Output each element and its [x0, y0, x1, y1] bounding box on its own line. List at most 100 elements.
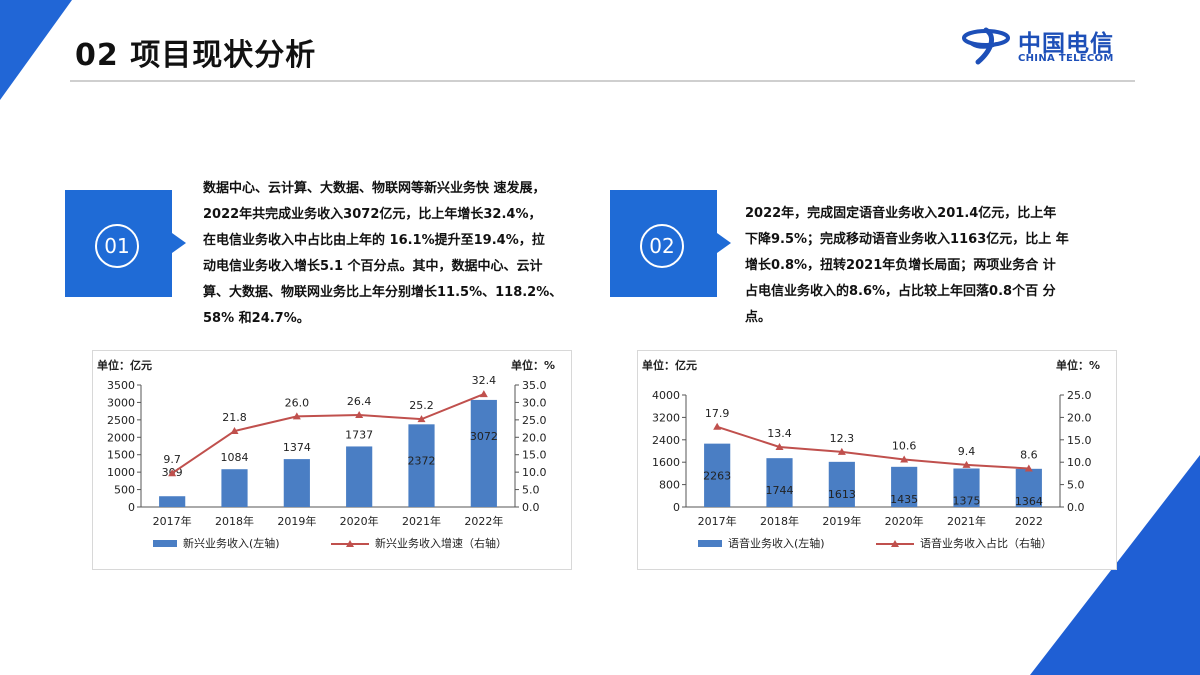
- left-tick-label: 3500: [107, 379, 135, 392]
- callout-arrow-icon: [717, 233, 731, 253]
- bar-data-label: 1613: [828, 488, 856, 501]
- right-tick-label: 35.0: [522, 379, 547, 392]
- bar-data-label: 1374: [283, 441, 311, 454]
- left-tick-label: 2400: [652, 434, 680, 447]
- right-tick-label: 10.0: [522, 466, 547, 479]
- text-line: 动电信业务收入增长5.1 个百分点。其中，数据中心、云计: [203, 259, 543, 274]
- text-line: 2022年，完成固定语音业务收入201.4亿元，比上年: [745, 206, 1057, 221]
- line-point: [479, 390, 488, 398]
- left-tick-label: 0: [128, 501, 135, 514]
- bar-data-label: 1084: [221, 451, 249, 464]
- left-tick-label: 2000: [107, 431, 135, 444]
- logo-chinese-text: 中国电信: [1018, 30, 1114, 57]
- x-tick-label: 2018年: [215, 514, 254, 528]
- right-tick-label: 25.0: [1067, 389, 1092, 402]
- line-point: [168, 469, 177, 477]
- line-data-label: 9.4: [958, 445, 976, 458]
- bar: [828, 461, 855, 507]
- section-number-01: 01: [95, 224, 139, 268]
- line-data-label: 21.8: [222, 411, 247, 424]
- line-data-label: 9.7: [163, 453, 181, 466]
- legend-line-label: 语音业务收入占比（右轴）: [920, 536, 1052, 550]
- left-tick-label: 800: [659, 479, 680, 492]
- left-axis-unit: 单位：亿元: [97, 358, 152, 372]
- series-line: [171, 393, 485, 475]
- text-line: 2022年共完成业务收入3072亿元，比上年增长32.4%，: [203, 207, 542, 222]
- legend-bar-label: 语音业务收入(左轴): [728, 536, 825, 550]
- left-tick-label: 3200: [652, 411, 680, 424]
- right-axis-unit: 单位：%: [1056, 358, 1100, 372]
- text-line: 58% 和24.7%。: [203, 311, 310, 326]
- left-tick-label: 1600: [652, 456, 680, 469]
- china-telecom-logo-icon: [962, 27, 1010, 65]
- line-data-label: 10.6: [892, 440, 917, 453]
- line-point: [900, 455, 909, 463]
- x-tick-label: 2020年: [885, 514, 924, 528]
- text-line: 下降9.5%；完成移动语音业务收入1163亿元，比上 年: [745, 232, 1069, 247]
- right-tick-label: 15.0: [1067, 434, 1092, 447]
- legend-bar-label: 新兴业务收入(左轴): [183, 536, 280, 550]
- bar: [766, 458, 793, 507]
- x-tick-label: 2018年: [760, 514, 799, 528]
- chart-svg: 单位：亿元 单位：% 4000 3200 2400 1600 800 0 25.0 20.0 15.…: [642, 358, 1100, 550]
- line-point: [775, 442, 784, 450]
- left-tick-label: 4000: [652, 389, 680, 402]
- x-tick-label: 2022: [1015, 515, 1043, 528]
- bar: [953, 468, 980, 507]
- bar-data-label: 2372: [408, 454, 436, 467]
- left-tick-label: 1000: [107, 466, 135, 479]
- line-data-label: 26.4: [347, 395, 372, 408]
- section-number-02: 02: [640, 224, 684, 268]
- bar-data-label: 1375: [953, 495, 981, 508]
- text-line: 点。: [745, 310, 772, 325]
- section-text-02: 2022年，完成固定语音业务收入201.4亿元，比上年 下降9.5%；完成移动语…: [745, 201, 1125, 331]
- line-data-label: 8.6: [1020, 448, 1038, 461]
- right-tick-label: 25.0: [522, 414, 547, 427]
- left-tick-label: 0: [673, 501, 680, 514]
- line-data-label: 13.4: [767, 427, 792, 440]
- bar: [159, 496, 186, 507]
- right-tick-label: 20.0: [1067, 411, 1092, 424]
- bar: [704, 443, 731, 507]
- line-point: [355, 410, 364, 418]
- left-tick-label: 3000: [107, 396, 135, 409]
- x-tick-label: 2017年: [153, 514, 192, 528]
- x-tick-label: 2021年: [402, 514, 441, 528]
- line-data-label: 26.0: [285, 396, 310, 409]
- line-point: [837, 447, 846, 455]
- bar: [283, 459, 310, 507]
- legend-line-marker: [891, 540, 899, 547]
- legend-line-marker: [346, 540, 354, 547]
- line-point: [713, 422, 722, 430]
- line-data-label: 17.9: [705, 407, 730, 420]
- line-data-label: 12.3: [830, 432, 855, 445]
- page-title: 02 项目现状分析: [75, 38, 317, 73]
- x-tick-label: 2017年: [698, 514, 737, 528]
- line-point: [962, 460, 971, 468]
- section-number-box-01: 01: [65, 190, 172, 297]
- line-data-label: 32.4: [472, 374, 497, 387]
- line-point: [230, 427, 239, 435]
- text-line: 增长0.8%，扭转2021年负增长局面；两项业务合 计: [745, 258, 1056, 273]
- line-data-label: 25.2: [409, 399, 434, 412]
- text-line: 数据中心、云计算、大数据、物联网等新兴业务快 速发展，: [203, 181, 546, 196]
- bar: [1015, 468, 1042, 507]
- bar: [891, 466, 918, 507]
- bar-data-label: 2263: [703, 470, 731, 483]
- voice-business-chart: 单位：亿元 单位：% 4000 3200 2400 1600 800 0 25.0 20.0 15.…: [637, 350, 1117, 570]
- section-text-01: 数据中心、云计算、大数据、物联网等新兴业务快 速发展， 2022年共完成业务收入…: [203, 176, 603, 332]
- bar-data-label: 1744: [766, 484, 794, 497]
- x-tick-label: 2021年: [947, 514, 986, 528]
- right-tick-label: 15.0: [522, 449, 547, 462]
- left-axis-unit: 单位：亿元: [642, 358, 697, 372]
- bar-data-label: 1364: [1015, 495, 1043, 508]
- text-line: 占电信业务收入的8.6%，占比较上年回落0.8个百 分: [745, 284, 1056, 299]
- text-line: 在电信业务收入中占比由上年的 16.1%提升至19.4%，拉: [203, 233, 545, 248]
- callout-arrow-icon: [172, 233, 186, 253]
- right-tick-label: 0.0: [522, 501, 540, 514]
- line-point: [292, 412, 301, 420]
- corner-decoration-top-left: [0, 0, 72, 100]
- right-tick-label: 5.0: [1067, 479, 1085, 492]
- bar: [408, 424, 435, 507]
- left-tick-label: 2500: [107, 414, 135, 427]
